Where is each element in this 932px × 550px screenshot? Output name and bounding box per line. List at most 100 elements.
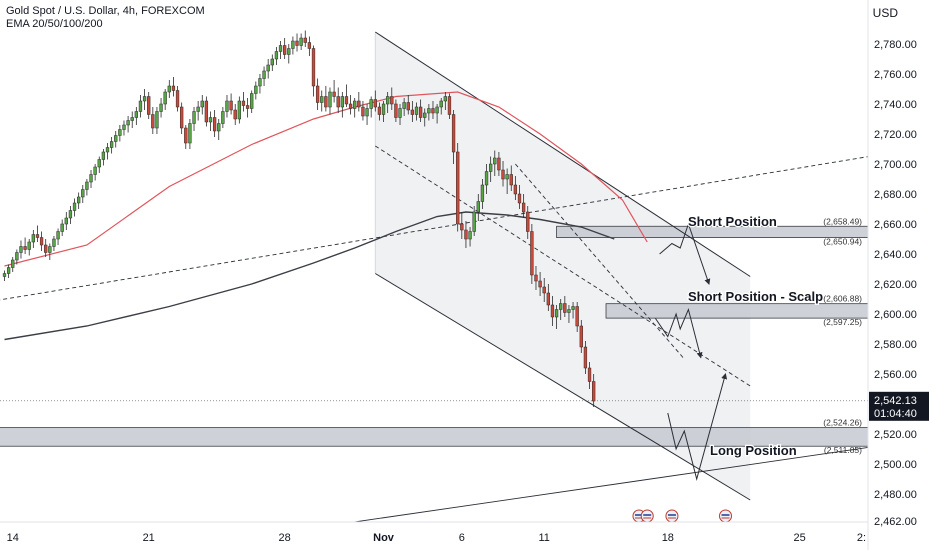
candle-body xyxy=(447,96,452,115)
candle-body xyxy=(105,147,110,153)
candle-body xyxy=(443,96,447,102)
candle-body xyxy=(221,111,225,124)
candle-body xyxy=(254,85,258,94)
projection-path-1 xyxy=(655,307,703,359)
candle-body xyxy=(31,234,35,243)
candle-body xyxy=(266,64,270,72)
x-tick-label: 6 xyxy=(459,532,465,544)
candle-body xyxy=(423,112,427,118)
candle-body xyxy=(196,106,200,112)
x-tick-label: 25 xyxy=(794,532,806,544)
zone-label: Long Position xyxy=(710,443,797,458)
candle-body xyxy=(579,325,583,348)
candle-body xyxy=(369,99,373,109)
candle-body xyxy=(571,306,575,310)
candle-body xyxy=(204,100,209,123)
candle-body xyxy=(315,85,320,103)
candle-body xyxy=(171,85,176,91)
y-tick-label: 2,500.00 xyxy=(874,459,917,471)
y-tick-label: 2,560.00 xyxy=(874,369,917,381)
candle-body xyxy=(394,103,398,118)
candle-body xyxy=(534,274,538,282)
x-tick-label: 11 xyxy=(539,532,550,544)
candle-body xyxy=(554,309,559,318)
candle-body xyxy=(48,246,52,253)
candle-body xyxy=(2,273,7,277)
channel-lower-line xyxy=(375,273,751,501)
candle-body xyxy=(147,96,151,115)
price-tag-countdown: 01:04:40 xyxy=(874,408,917,420)
candle-body xyxy=(517,193,522,204)
candle-body xyxy=(340,96,344,108)
candle-body xyxy=(464,229,468,240)
candle-body xyxy=(180,106,184,129)
level-label: (2,650.94) xyxy=(823,237,862,247)
candle-body xyxy=(77,196,81,204)
candle-body xyxy=(278,45,283,52)
candle-body xyxy=(159,103,163,112)
y-tick-label: 2,520.00 xyxy=(874,429,917,441)
candle-body xyxy=(217,123,221,132)
trendline-2 xyxy=(515,163,685,360)
chart-title: Gold Spot / U.S. Dollar, 4h, FOREXCOM xyxy=(6,5,205,17)
candle-body xyxy=(451,114,456,153)
candle-body xyxy=(208,117,213,123)
y-tick-label: 2,600.00 xyxy=(874,309,917,321)
candle-body xyxy=(521,202,526,213)
candle-body xyxy=(472,211,476,232)
candle-body xyxy=(15,252,19,261)
candle-body xyxy=(476,201,480,213)
candle-body xyxy=(151,114,155,129)
price-tag-value: 2,542.13 xyxy=(874,395,917,407)
candle-body xyxy=(163,91,167,105)
y-tick-label: 2,680.00 xyxy=(874,189,917,201)
candle-body xyxy=(398,108,402,118)
candle-body xyxy=(6,267,11,274)
candle-body xyxy=(175,90,180,108)
candle-body xyxy=(559,303,563,310)
candle-body xyxy=(583,346,588,369)
y-tick-label: 2,740.00 xyxy=(874,99,917,111)
candle-body xyxy=(270,58,274,66)
event-marker xyxy=(665,509,679,523)
candle-body xyxy=(241,100,246,106)
candle-body xyxy=(563,303,567,313)
candle-body xyxy=(344,96,349,105)
candle-body xyxy=(229,100,233,111)
candle-body xyxy=(134,111,138,118)
candle-body xyxy=(497,157,501,171)
candle-body xyxy=(237,100,241,120)
channel-fill xyxy=(375,32,751,500)
candle-body xyxy=(542,286,546,294)
candle-body xyxy=(19,246,23,253)
level-label: (2,524.26) xyxy=(823,418,862,428)
candle-body xyxy=(138,100,143,112)
candle-body xyxy=(493,157,497,165)
candle-body xyxy=(167,85,171,93)
candle-body xyxy=(109,141,114,148)
candle-body xyxy=(386,96,390,105)
y-tick-label: 2,480.00 xyxy=(874,489,917,501)
candle-body xyxy=(311,48,316,87)
level-label: (2,597.25) xyxy=(823,317,862,327)
y-tick-label: 2,660.00 xyxy=(874,219,917,231)
candle-body xyxy=(72,202,77,211)
candle-body xyxy=(324,96,328,108)
candle-body xyxy=(274,51,279,60)
x-tick-label: 28 xyxy=(279,532,291,544)
x-tick-label: 2: xyxy=(857,532,866,544)
candle-body xyxy=(505,174,509,180)
candle-body xyxy=(287,48,291,55)
channel-upper-line xyxy=(375,31,751,277)
candle-body xyxy=(97,159,101,168)
candle-body xyxy=(130,117,134,121)
candle-body xyxy=(122,124,126,130)
candle-body xyxy=(200,100,204,108)
candle-body xyxy=(307,42,312,49)
candle-body xyxy=(414,106,419,115)
candle-body xyxy=(410,109,415,115)
candle-body xyxy=(299,37,303,46)
zone-label: Short Position - Scalp xyxy=(688,289,823,304)
